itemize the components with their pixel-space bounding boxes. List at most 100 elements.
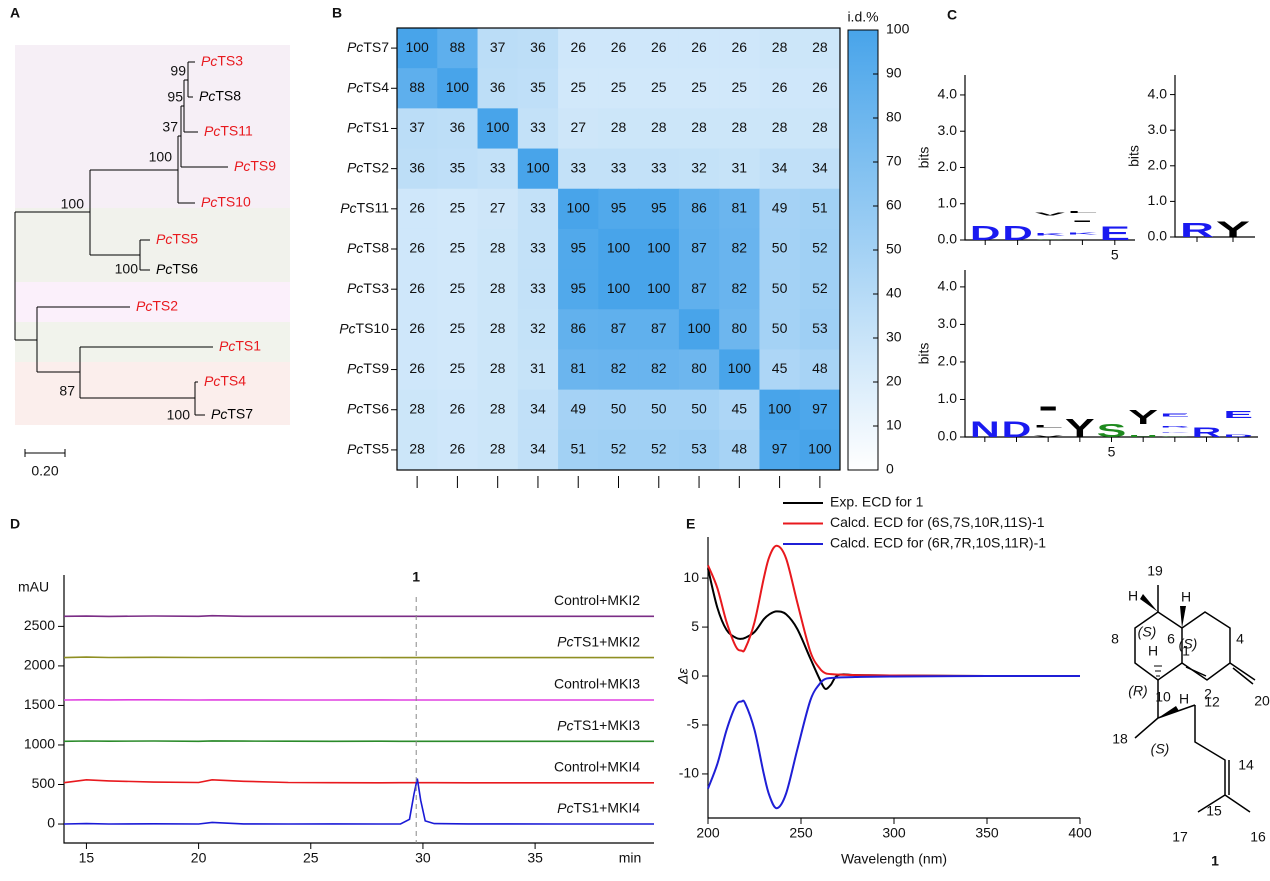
x-axis-title: Wavelength (nm) — [841, 851, 947, 867]
cell-value: 97 — [772, 441, 788, 457]
atom-label: H — [1148, 643, 1158, 659]
cell-value: 100 — [607, 280, 631, 296]
bootstrap-value: 100 — [61, 196, 85, 212]
cell-value: 34 — [772, 159, 788, 175]
bond — [1135, 612, 1182, 680]
cell-value: 100 — [808, 441, 832, 457]
cell-value: 34 — [530, 400, 546, 416]
cell-value: 82 — [651, 360, 667, 376]
colorbar-tick-label: 100 — [886, 21, 910, 37]
y-axis-title: bits — [916, 343, 932, 365]
y-tick-label: 3.0 — [938, 122, 958, 138]
atom-label: 16 — [1250, 829, 1266, 845]
y-axis-title: bits — [916, 147, 932, 169]
x-tick-label: 30 — [415, 850, 431, 866]
cell-value: 26 — [651, 39, 667, 55]
atom-label: (S) — [1138, 624, 1157, 640]
x-tick-label: 350 — [975, 825, 999, 841]
y-axis-title: mAU — [18, 579, 49, 595]
logo-letter: K — [1160, 432, 1193, 433]
leaf-label: PcTS5 — [156, 231, 198, 247]
cell-value: 52 — [611, 441, 627, 457]
bootstrap-value: 87 — [59, 383, 75, 399]
colorbar-tick-label: 20 — [886, 373, 902, 389]
logo-letter: E — [1100, 223, 1130, 245]
row-label: PcTS3 — [347, 280, 389, 296]
cell-value: 26 — [570, 39, 586, 55]
atom-label: 18 — [1112, 731, 1128, 747]
cell-value: 88 — [450, 39, 466, 55]
cell-value: 36 — [409, 159, 425, 175]
y-tick-label: 1.0 — [938, 390, 958, 406]
y-tick-label: 0.0 — [938, 231, 958, 247]
cell-value: 33 — [611, 159, 627, 175]
y-tick-label: 0 — [47, 815, 55, 831]
cell-value: 26 — [450, 441, 466, 457]
logo-letter: V — [1067, 239, 1099, 240]
bootstrap-value: 100 — [167, 407, 191, 423]
y-tick-label: 0.0 — [1148, 228, 1168, 244]
x-tick-label: 25 — [303, 850, 319, 866]
leaf-label: PcTS1 — [219, 338, 261, 354]
bond — [1154, 666, 1162, 676]
cell-value: 87 — [611, 320, 627, 336]
x-tick-label: 250 — [789, 825, 813, 841]
panel-label: D — [10, 516, 20, 532]
cell-value: 35 — [450, 159, 466, 175]
cell-value: 53 — [691, 441, 707, 457]
cell-value: 28 — [651, 119, 667, 135]
panel-label: A — [10, 5, 20, 21]
y-tick-label: -5 — [687, 716, 700, 732]
cell-value: 37 — [490, 39, 506, 55]
atom-label: H — [1128, 588, 1138, 604]
colorbar-tick-label: 10 — [886, 417, 902, 433]
cell-value: 33 — [651, 159, 667, 175]
cell-value: 88 — [409, 79, 425, 95]
x-tick-label: 5 — [1111, 247, 1119, 263]
cell-value: 33 — [530, 200, 546, 216]
logo-letter: D — [970, 221, 1000, 244]
logo-letter: I — [1067, 220, 1100, 222]
atom-label: 4 — [1236, 631, 1244, 647]
logo-letter: Y — [1216, 217, 1251, 242]
trace-label: PcTS1+MKI2 — [557, 633, 640, 649]
cell-value: 100 — [647, 240, 671, 256]
cell-value: 50 — [611, 400, 627, 416]
cell-value: 26 — [409, 280, 425, 296]
bond — [1186, 667, 1206, 676]
cell-value: 95 — [651, 200, 667, 216]
logo-letter: D — [1223, 434, 1253, 438]
bond — [1135, 705, 1250, 812]
cell-value: 48 — [732, 441, 748, 457]
trace-label: Control+MKI4 — [554, 758, 640, 774]
cell-value: 33 — [530, 280, 546, 296]
x-axis-title: min — [619, 850, 642, 866]
bootstrap-value: 37 — [162, 119, 178, 135]
logo-axis — [965, 270, 1258, 437]
clade-band — [15, 208, 290, 282]
trace-label: PcTS1+MKI4 — [557, 800, 640, 816]
cell-value: 95 — [570, 280, 586, 296]
cell-value: 100 — [526, 159, 550, 175]
cell-value: 100 — [607, 240, 631, 256]
logo-letter: E — [1160, 413, 1190, 418]
y-tick-label: 3.0 — [938, 315, 958, 331]
cell-value: 25 — [691, 79, 707, 95]
cell-value: 31 — [732, 159, 748, 175]
cell-value: 51 — [570, 441, 586, 457]
cell-value: 100 — [486, 119, 510, 135]
cell-value: 28 — [490, 280, 506, 296]
row-label: PcTS6 — [347, 400, 389, 416]
cell-value: 100 — [768, 400, 792, 416]
data-line — [708, 546, 1080, 676]
logo-letter: K — [1035, 233, 1068, 237]
y-tick-label: 2500 — [24, 617, 55, 633]
cell-value: 50 — [772, 240, 788, 256]
y-tick-label: 0 — [691, 667, 699, 683]
cell-value: 28 — [691, 119, 707, 135]
data-line — [64, 657, 654, 658]
colorbar-tick-label: 30 — [886, 329, 902, 345]
cell-value: 87 — [651, 320, 667, 336]
cell-value: 53 — [812, 320, 828, 336]
cell-value: 25 — [450, 360, 466, 376]
